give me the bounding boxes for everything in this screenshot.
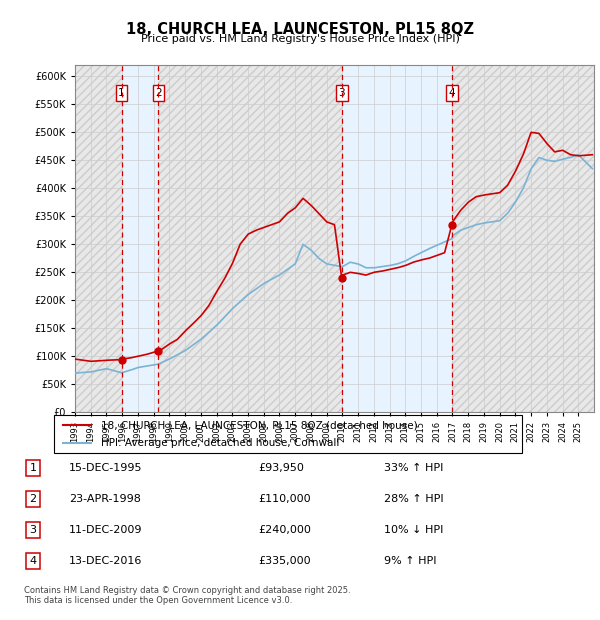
Text: £335,000: £335,000 <box>258 556 311 566</box>
Text: £93,950: £93,950 <box>258 463 304 473</box>
Bar <box>122 65 158 412</box>
Text: 13-DEC-2016: 13-DEC-2016 <box>69 556 142 566</box>
Text: Price paid vs. HM Land Registry's House Price Index (HPI): Price paid vs. HM Land Registry's House … <box>140 34 460 44</box>
Text: 18, CHURCH LEA, LAUNCESTON, PL15 8QZ: 18, CHURCH LEA, LAUNCESTON, PL15 8QZ <box>126 22 474 37</box>
Text: 1: 1 <box>118 88 125 98</box>
Text: £110,000: £110,000 <box>258 494 311 504</box>
Text: 28% ↑ HPI: 28% ↑ HPI <box>384 494 443 504</box>
Text: £240,000: £240,000 <box>258 525 311 535</box>
Text: 2: 2 <box>29 494 37 504</box>
Bar <box>75 65 122 412</box>
Text: 1: 1 <box>29 463 37 473</box>
Text: 18, CHURCH LEA, LAUNCESTON, PL15 8QZ (detached house): 18, CHURCH LEA, LAUNCESTON, PL15 8QZ (de… <box>101 420 418 430</box>
Point <box>337 273 347 283</box>
Text: 23-APR-1998: 23-APR-1998 <box>69 494 141 504</box>
Bar <box>158 65 342 412</box>
Bar <box>452 65 594 412</box>
Text: 10% ↓ HPI: 10% ↓ HPI <box>384 525 443 535</box>
Text: 33% ↑ HPI: 33% ↑ HPI <box>384 463 443 473</box>
Point <box>117 355 127 365</box>
Point <box>154 346 163 356</box>
Text: 9% ↑ HPI: 9% ↑ HPI <box>384 556 437 566</box>
Text: 3: 3 <box>338 88 345 98</box>
Text: 15-DEC-1995: 15-DEC-1995 <box>69 463 143 473</box>
Text: Contains HM Land Registry data © Crown copyright and database right 2025.
This d: Contains HM Land Registry data © Crown c… <box>24 586 350 605</box>
Text: 3: 3 <box>29 525 37 535</box>
Text: 2: 2 <box>155 88 162 98</box>
Text: HPI: Average price, detached house, Cornwall: HPI: Average price, detached house, Corn… <box>101 438 339 448</box>
Text: 4: 4 <box>29 556 37 566</box>
Text: 4: 4 <box>448 88 455 98</box>
Point <box>447 219 457 229</box>
Bar <box>342 65 452 412</box>
Text: 11-DEC-2009: 11-DEC-2009 <box>69 525 143 535</box>
